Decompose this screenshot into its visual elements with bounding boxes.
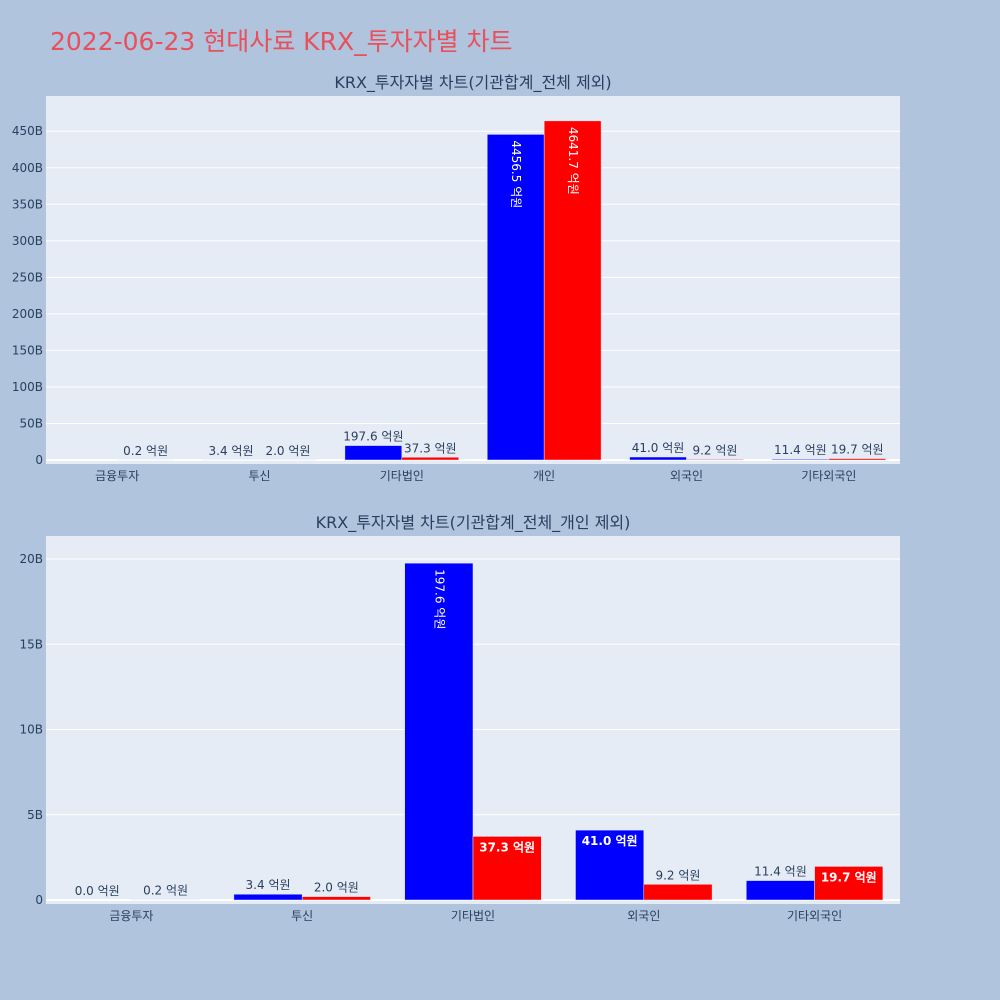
data-label: 41.0 억원 <box>582 834 638 848</box>
x-tick-label: 투신 <box>291 909 313 923</box>
data-label: 41.0 억원 <box>632 441 685 455</box>
bar <box>575 829 645 901</box>
data-label: 4641.7 억원 <box>566 127 580 195</box>
chart-title: KRX_투자자별 차트(기관합계_전체_개인 제외) <box>316 513 631 533</box>
x-tick-label: 기타법인 <box>451 909 495 923</box>
bar <box>828 458 887 461</box>
data-label: 9.2 억원 <box>692 443 737 457</box>
x-tick-label: 기타외국인 <box>787 909 842 923</box>
data-label: 11.4 억원 <box>754 865 807 879</box>
bar <box>543 120 602 461</box>
bar <box>233 893 303 901</box>
data-label: 3.4 억원 <box>246 878 291 892</box>
bar <box>643 884 713 901</box>
y-tick-label: 15B <box>19 637 43 651</box>
y-tick-label: 5B <box>27 808 43 822</box>
data-label: 197.6 억원 <box>343 430 403 444</box>
data-label: 0.2 억원 <box>123 444 168 458</box>
y-tick-label: 100B <box>12 380 43 394</box>
bar <box>771 458 830 461</box>
plot-area <box>46 96 900 464</box>
bar <box>686 459 744 461</box>
data-label: 2.0 억원 <box>314 881 359 895</box>
bar <box>486 134 545 461</box>
data-label: 0.0 억원 <box>75 884 120 898</box>
x-tick-label: 금융투자 <box>95 469 139 483</box>
x-tick-label: 금융투자 <box>109 909 153 923</box>
y-tick-label: 50B <box>19 416 43 430</box>
x-tick-label: 개인 <box>533 469 555 483</box>
y-tick-label: 300B <box>12 234 43 248</box>
y-tick-label: 450B <box>12 124 43 138</box>
y-tick-label: 20B <box>19 552 43 566</box>
data-label: 19.7 억원 <box>821 870 877 884</box>
data-label: 19.7 억원 <box>831 443 884 457</box>
x-tick-label: 투신 <box>248 469 270 483</box>
y-tick-label: 200B <box>12 307 43 321</box>
y-tick-label: 350B <box>12 197 43 211</box>
x-tick-label: 기타법인 <box>380 469 424 483</box>
y-tick-label: 10B <box>19 723 43 737</box>
data-label: 0.2 억원 <box>143 884 188 898</box>
bar <box>746 880 815 901</box>
data-label: 11.4 억원 <box>774 443 827 457</box>
bar <box>401 457 460 461</box>
y-tick-label: 150B <box>12 343 43 357</box>
data-label: 9.2 억원 <box>655 868 700 882</box>
bar <box>344 445 403 461</box>
data-label: 37.3 억원 <box>404 441 457 455</box>
x-tick-label: 외국인 <box>670 469 703 483</box>
data-label: 3.4 억원 <box>209 444 254 458</box>
y-tick-label: 0 <box>35 893 43 907</box>
chart-top: KRX_투자자별 차트(기관합계_전체 제외) 0 50B 100B 150B 200B 2… <box>12 73 900 483</box>
y-tick-label: 400B <box>12 161 43 175</box>
data-label: 4456.5 억원 <box>509 140 523 208</box>
bar <box>629 456 687 461</box>
chart-bottom: KRX_투자자별 차트(기관합계_전체_개인 제외) 0 5B 10B 15B 20B 금융… <box>19 513 900 923</box>
y-tick-label: 250B <box>12 270 43 284</box>
bar <box>301 896 371 901</box>
data-label: 197.6 억원 <box>432 569 446 629</box>
y-tick-label: 0 <box>35 453 43 467</box>
bar <box>472 836 542 901</box>
bar <box>404 562 474 901</box>
bar <box>814 866 884 901</box>
x-tick-label: 기타외국인 <box>801 469 856 483</box>
page-title: 2022-06-23 현대사료 KRX_투자자별 차트 <box>50 27 513 56</box>
x-tick-label: 외국인 <box>627 909 660 923</box>
data-label: 37.3 억원 <box>479 840 535 854</box>
data-label: 2.0 억원 <box>265 444 310 458</box>
chart-title: KRX_투자자별 차트(기관합계_전체 제외) <box>334 73 611 93</box>
